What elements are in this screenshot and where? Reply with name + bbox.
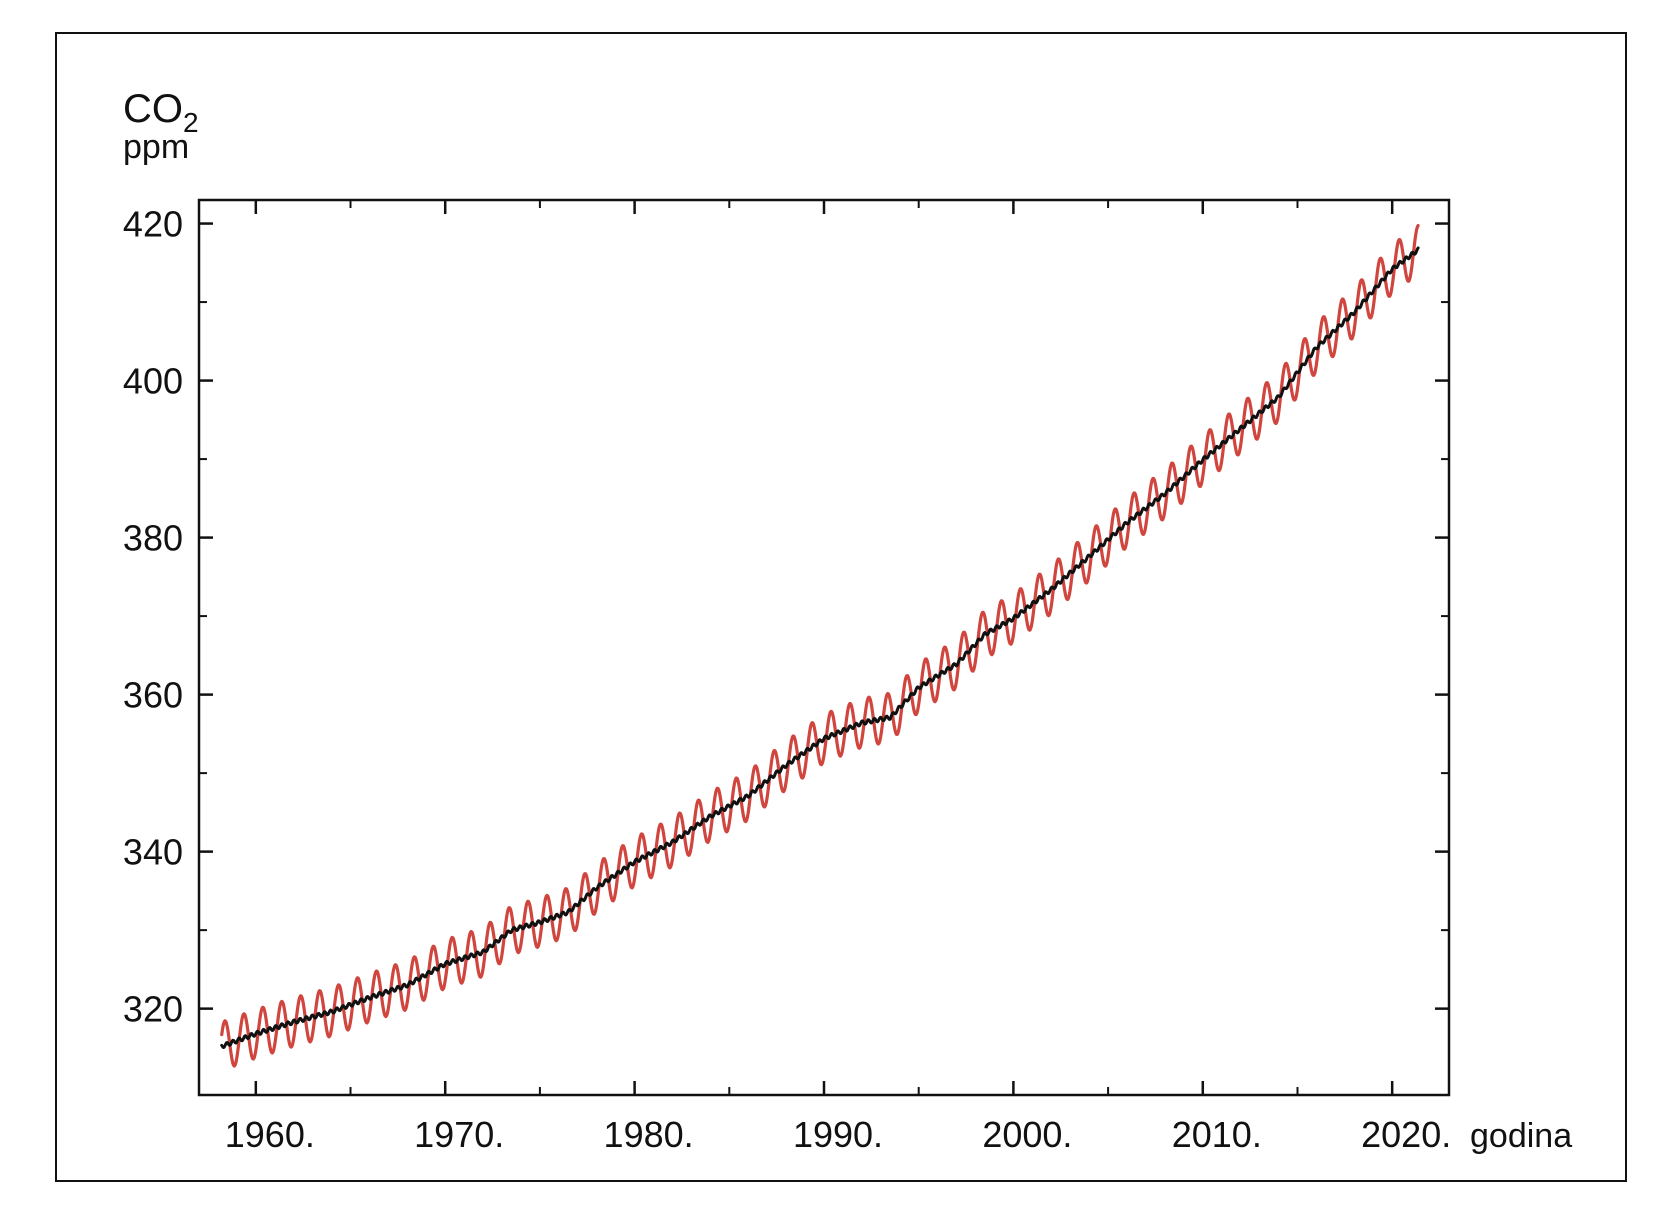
y-tick-label: 340	[123, 832, 183, 873]
x-tick-label: 1970.	[414, 1114, 504, 1155]
y-tick-label: 420	[123, 204, 183, 245]
x-tick-label: 2000.	[982, 1114, 1072, 1155]
y-tick-label: 400	[123, 361, 183, 402]
series-layer	[220, 224, 1420, 1068]
x-tick-label: 1960.	[225, 1114, 315, 1155]
y-tick-label: 320	[123, 989, 183, 1030]
series-line-trend	[220, 246, 1420, 1050]
plot-area	[197, 198, 1451, 1097]
axis-ticks	[199, 200, 1449, 1095]
series-line-monthly	[220, 224, 1420, 1068]
x-tick-label: 2020.	[1361, 1114, 1451, 1155]
y-axis-label: CO2	[123, 87, 199, 138]
figure-frame	[55, 32, 1627, 1182]
x-axis-label: godina	[1470, 1117, 1572, 1155]
y-tick-label: 380	[123, 518, 183, 559]
x-tick-label: 1980.	[604, 1114, 694, 1155]
x-tick-label: 2010.	[1172, 1114, 1262, 1155]
y-axis-label-quantity: CO	[123, 87, 183, 131]
x-tick-label: 1990.	[793, 1114, 883, 1155]
y-axis-unit: ppm	[123, 128, 189, 166]
y-axis-label-subscript: 2	[183, 107, 199, 138]
y-tick-label: 360	[123, 675, 183, 716]
tick-labels: 1960. 1970. 1980. 1990. 2000. 2010. 2020. 320 34…	[123, 204, 1451, 1155]
